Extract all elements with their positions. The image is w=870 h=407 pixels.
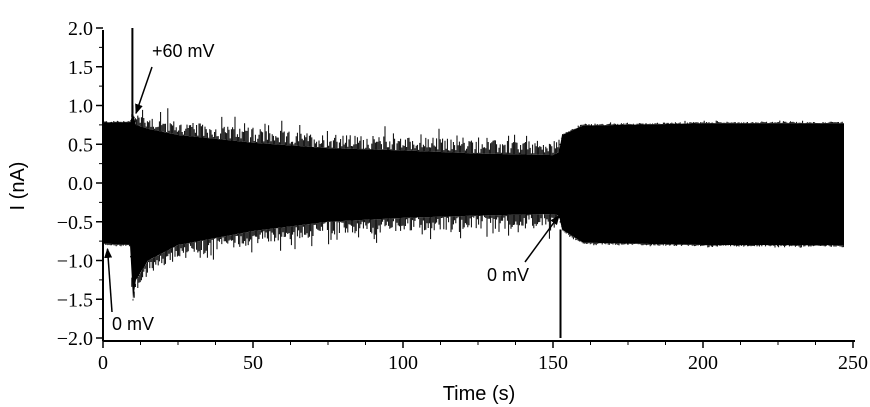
spike-layer <box>131 28 562 338</box>
current-trace <box>102 105 844 301</box>
series-fill <box>103 113 844 300</box>
y-tick-label: −1.5 <box>57 289 93 311</box>
x-tick-label: 200 <box>688 352 718 374</box>
y-tick-label: 0.0 <box>68 173 93 195</box>
y-tick-label: 2.0 <box>68 18 93 40</box>
y-tick-label: 0.5 <box>68 134 93 156</box>
y-tick-label: −0.5 <box>57 212 93 234</box>
annotation-label: 0 mV <box>112 314 154 334</box>
x-tick-label: 50 <box>243 352 263 374</box>
y-tick-label: 1.0 <box>68 96 93 118</box>
annotation-label: 0 mV <box>487 265 529 285</box>
annotation-arrow <box>135 66 153 115</box>
annotation-arrow <box>524 214 560 263</box>
x-axis-label: Time (s) <box>443 383 516 405</box>
y-ticks: 2.0 1.5 1.0 0.5 0.0 −0.5 −1.0 −1.5 −2.0 <box>57 18 103 350</box>
annotations: +60 mV 0 mV 0 mV <box>104 41 560 334</box>
x-tick-label: 100 <box>388 352 418 374</box>
annotation-label: +60 mV <box>152 41 215 61</box>
y-tick-label: −1.0 <box>57 251 93 273</box>
y-tick-label: −2.0 <box>57 328 93 350</box>
axes <box>102 30 855 342</box>
y-tick-label: 1.5 <box>68 57 93 79</box>
x-tick-label: 150 <box>538 352 568 374</box>
annotation-arrow <box>104 247 113 313</box>
x-tick-label: 0 <box>98 352 108 374</box>
x-ticks: 0 50 100 150 200 250 <box>98 341 868 374</box>
x-tick-label: 250 <box>838 352 868 374</box>
y-axis-label: I (nA) <box>7 162 29 211</box>
